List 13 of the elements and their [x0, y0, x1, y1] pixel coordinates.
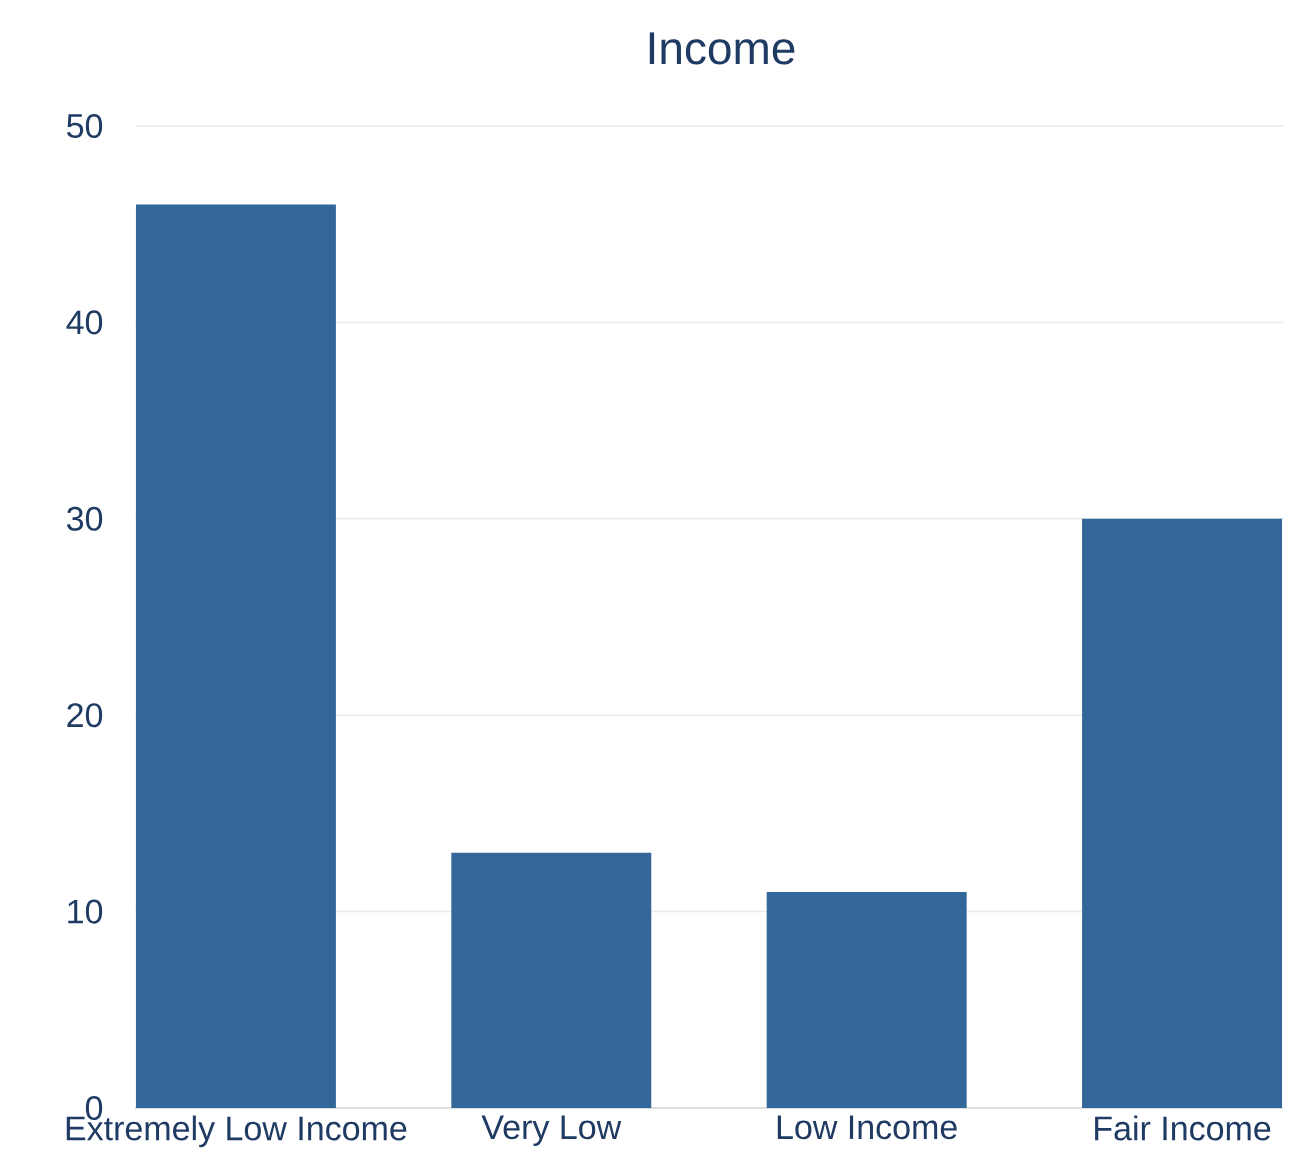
- y-tick-label: 10: [68, 899, 103, 924]
- chart-title: Income: [649, 32, 795, 65]
- y-tick-label: 30: [66, 506, 103, 531]
- y-tick-label: 40: [66, 310, 103, 335]
- bar: [766, 891, 967, 1108]
- bar: [451, 852, 652, 1108]
- bar: [135, 204, 336, 1108]
- x-tick-label: Fair Income: [1095, 1115, 1271, 1141]
- y-tick-label: 20: [67, 703, 103, 728]
- x-tick-label: Low Income: [777, 1115, 957, 1140]
- bar: [1082, 518, 1283, 1108]
- x-tick-label: Very Low: [481, 1115, 622, 1146]
- y-tick-label: 50: [67, 113, 103, 139]
